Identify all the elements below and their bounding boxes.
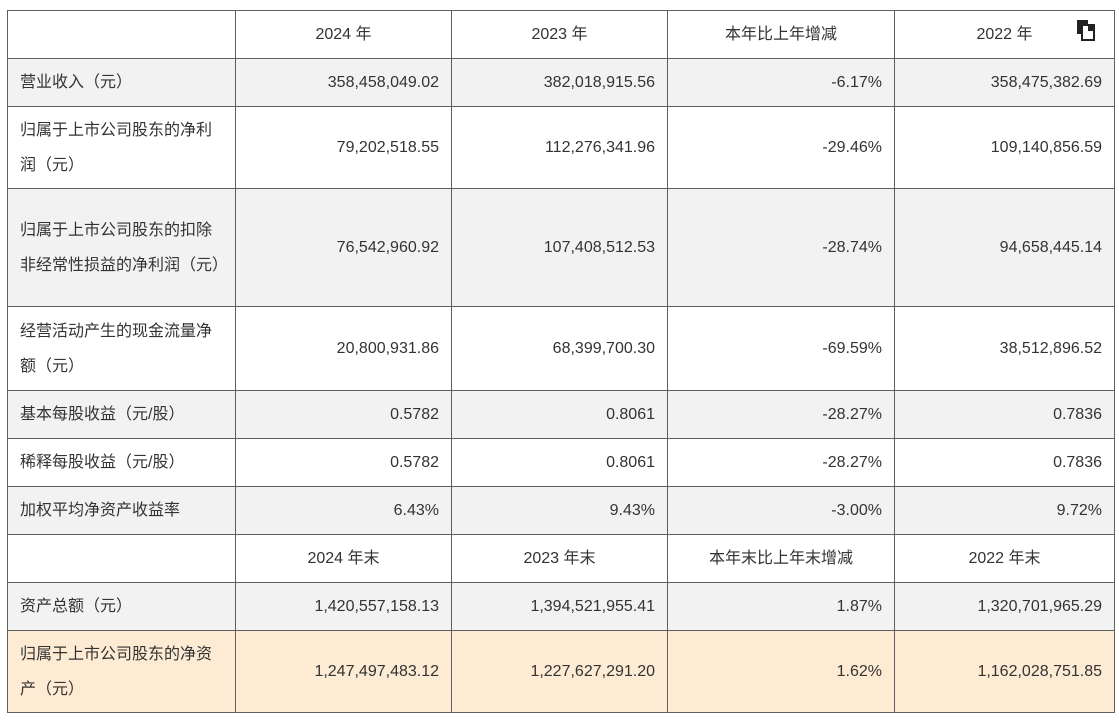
table-row-highlighted[interactable]: 归属于上市公司股东的净资产（元） 1,247,497,483.12 1,227,… — [7, 630, 1115, 713]
row-label: 资产总额（元） — [7, 582, 236, 631]
row-label: 经营活动产生的现金流量净额（元） — [7, 306, 236, 391]
value-2023: 1,394,521,955.41 — [451, 582, 668, 631]
header-cell-2022-end: 2022 年末 — [894, 534, 1115, 583]
value-change: 1.87% — [667, 582, 895, 631]
value-2022: 0.7836 — [894, 390, 1115, 439]
table-row: 经营活动产生的现金流量净额（元） 20,800,931.86 68,399,70… — [7, 306, 1115, 391]
header-cell-2023-end: 2023 年末 — [451, 534, 668, 583]
header-cell-2024-end: 2024 年末 — [235, 534, 452, 583]
header-cell-2022: 2022 年 — [894, 10, 1115, 59]
value-2022: 0.7836 — [894, 438, 1115, 487]
value-2024: 0.5782 — [235, 438, 452, 487]
table-row: 营业收入（元） 358,458,049.02 382,018,915.56 -6… — [7, 58, 1115, 107]
value-2023: 9.43% — [451, 486, 668, 535]
value-2023: 0.8061 — [451, 438, 668, 487]
value-2022: 94,658,445.14 — [894, 188, 1115, 307]
value-2022: 38,512,896.52 — [894, 306, 1115, 391]
value-2024: 79,202,518.55 — [235, 106, 452, 189]
table-row: 加权平均净资产收益率 6.43% 9.43% -3.00% 9.72% — [7, 486, 1115, 535]
header-row-2: 2024 年末 2023 年末 本年末比上年末增减 2022 年末 — [7, 534, 1115, 583]
value-2023: 68,399,700.30 — [451, 306, 668, 391]
value-2022: 358,475,382.69 — [894, 58, 1115, 107]
row-label: 稀释每股收益（元/股） — [7, 438, 236, 487]
header-cell — [7, 10, 236, 59]
value-2024: 1,420,557,158.13 — [235, 582, 452, 631]
value-change: -28.74% — [667, 188, 895, 307]
row-label: 归属于上市公司股东的扣除非经常性损益的净利润（元） — [7, 188, 236, 307]
header-cell-2023: 2023 年 — [451, 10, 668, 59]
value-2023: 382,018,915.56 — [451, 58, 668, 107]
table-row: 稀释每股收益（元/股） 0.5782 0.8061 -28.27% 0.7836 — [7, 438, 1115, 487]
table-row: 归属于上市公司股东的扣除非经常性损益的净利润（元） 76,542,960.92 … — [7, 188, 1115, 307]
value-change: -29.46% — [667, 106, 895, 189]
value-2022: 1,320,701,965.29 — [894, 582, 1115, 631]
value-2022: 1,162,028,751.85 — [894, 630, 1115, 713]
value-change: -3.00% — [667, 486, 895, 535]
row-label: 基本每股收益（元/股） — [7, 390, 236, 439]
value-change: -6.17% — [667, 58, 895, 107]
value-2024: 76,542,960.92 — [235, 188, 452, 307]
value-2022: 109,140,856.59 — [894, 106, 1115, 189]
table-row: 基本每股收益（元/股） 0.5782 0.8061 -28.27% 0.7836 — [7, 390, 1115, 439]
value-2024: 6.43% — [235, 486, 452, 535]
header-cell-2024: 2024 年 — [235, 10, 452, 59]
header-row: 2024 年 2023 年 本年比上年增减 2022 年 — [7, 10, 1115, 59]
value-2022: 9.72% — [894, 486, 1115, 535]
value-2024: 358,458,049.02 — [235, 58, 452, 107]
row-label: 营业收入（元） — [7, 58, 236, 107]
row-label: 归属于上市公司股东的净利润（元） — [7, 106, 236, 189]
header-cell-change-end: 本年末比上年末增减 — [667, 534, 895, 583]
value-change: -28.27% — [667, 390, 895, 439]
value-2024: 0.5782 — [235, 390, 452, 439]
header-cell — [7, 534, 236, 583]
row-label: 加权平均净资产收益率 — [7, 486, 236, 535]
financial-summary-table: 2024 年 2023 年 本年比上年增减 2022 年 营业收入（元） 358… — [7, 10, 1115, 713]
header-cell-change: 本年比上年增减 — [667, 10, 895, 59]
row-label: 归属于上市公司股东的净资产（元） — [7, 630, 236, 713]
value-change: -69.59% — [667, 306, 895, 391]
table-row: 资产总额（元） 1,420,557,158.13 1,394,521,955.4… — [7, 582, 1115, 631]
value-change: 1.62% — [667, 630, 895, 713]
value-2024: 1,247,497,483.12 — [235, 630, 452, 713]
value-2023: 107,408,512.53 — [451, 188, 668, 307]
value-2023: 112,276,341.96 — [451, 106, 668, 189]
table-row: 归属于上市公司股东的净利润（元） 79,202,518.55 112,276,3… — [7, 106, 1115, 189]
value-2023: 1,227,627,291.20 — [451, 630, 668, 713]
value-change: -28.27% — [667, 438, 895, 487]
copy-icon[interactable] — [1074, 18, 1098, 42]
value-2024: 20,800,931.86 — [235, 306, 452, 391]
value-2023: 0.8061 — [451, 390, 668, 439]
